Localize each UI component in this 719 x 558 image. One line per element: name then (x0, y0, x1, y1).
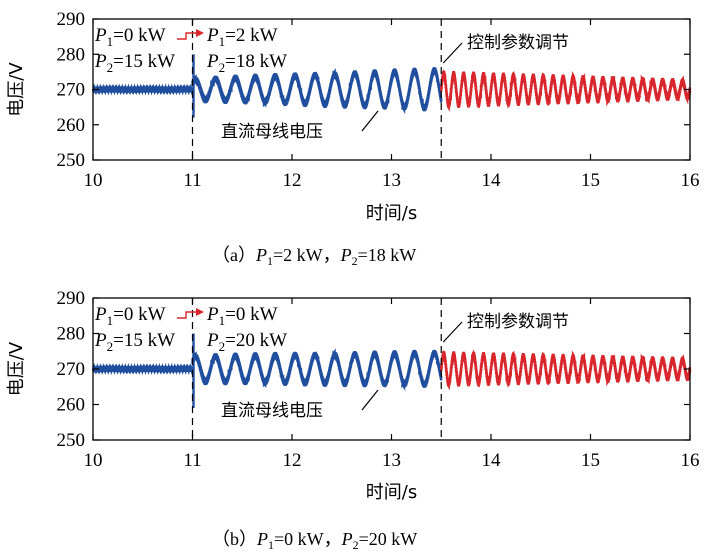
x-tick-label: 10 (84, 170, 103, 191)
annotation-before-p1: P1=0 kW (94, 25, 166, 49)
x-tick-label: 11 (183, 450, 201, 471)
chart-panel-a: 10 11 12 13 14 15 16 250 260 270 280 290 时间/s 电压/V P1=… (6, 9, 700, 268)
y-tick-label: 270 (57, 359, 86, 380)
x-axis-label: 时间/s (366, 203, 417, 224)
trace-after (440, 69, 692, 112)
y-tick-label: 290 (57, 288, 86, 309)
x-tick-label: 14 (482, 450, 502, 471)
step-arrow (177, 311, 197, 319)
trace-leader-line (361, 110, 379, 132)
control-leader-line (442, 42, 463, 64)
y-tick-label: 270 (57, 80, 86, 101)
trace-label: 直流母线电压 (221, 401, 323, 421)
trace-before (91, 362, 194, 376)
trace-label: 直流母线电压 (221, 122, 323, 142)
y-tick-label: 280 (57, 324, 86, 345)
x-tick-label: 10 (84, 450, 103, 471)
y-tick-label: 260 (57, 395, 86, 416)
trace-leader-line (361, 389, 379, 411)
x-tick-label: 11 (183, 170, 201, 191)
y-axis-label: 电压/V (6, 62, 27, 117)
control-adjust-label: 控制参数调节 (467, 312, 569, 332)
step-arrow-head (196, 308, 204, 316)
annotation-before-p2: P2=15 kW (94, 330, 175, 354)
control-adjust-label: 控制参数调节 (467, 33, 569, 53)
x-tick-label: 13 (382, 170, 401, 191)
y-tick-label: 280 (57, 44, 86, 65)
x-tick-label: 12 (283, 450, 302, 471)
trace-transition (191, 67, 443, 115)
x-tick-label: 15 (581, 450, 600, 471)
annotation-after-p2: P2=20 kW (206, 330, 287, 354)
x-tick-label: 13 (382, 450, 401, 471)
x-tick-label: 16 (681, 450, 700, 471)
annotation-before-p2: P2=15 kW (94, 51, 175, 75)
x-tick-label: 16 (681, 170, 700, 191)
annotation-before-p1: P1=0 kW (94, 304, 166, 328)
x-tick-label: 14 (482, 170, 502, 191)
x-tick-label: 15 (581, 170, 600, 191)
chart-panel-b: 10 11 12 13 14 15 16 250 260 270 280 290 时间/s 电压/V P1=… (6, 288, 700, 552)
control-leader-line (442, 321, 463, 343)
x-tick-label: 12 (283, 170, 302, 191)
annotation-after-p2: P2=18 kW (206, 51, 287, 75)
panel-caption: （b）P1=0 kW，P2=20 kW (212, 529, 417, 552)
panel-caption: （a）P1=2 kW，P2=18 kW (212, 245, 416, 268)
step-arrow (177, 32, 197, 40)
y-tick-label: 290 (57, 9, 86, 30)
trace-after (440, 349, 692, 391)
x-axis-label: 时间/s (366, 482, 417, 503)
y-axis-label: 电压/V (6, 341, 27, 396)
y-tick-label: 250 (57, 150, 86, 171)
annotation-after-p1: P1=2 kW (206, 25, 278, 49)
y-tick-label: 260 (57, 115, 86, 136)
trace-before (91, 83, 194, 96)
trace-transition (191, 348, 443, 391)
y-tick-label: 250 (57, 430, 86, 451)
annotation-after-p1: P1=0 kW (206, 304, 278, 328)
step-arrow-head (196, 29, 204, 37)
